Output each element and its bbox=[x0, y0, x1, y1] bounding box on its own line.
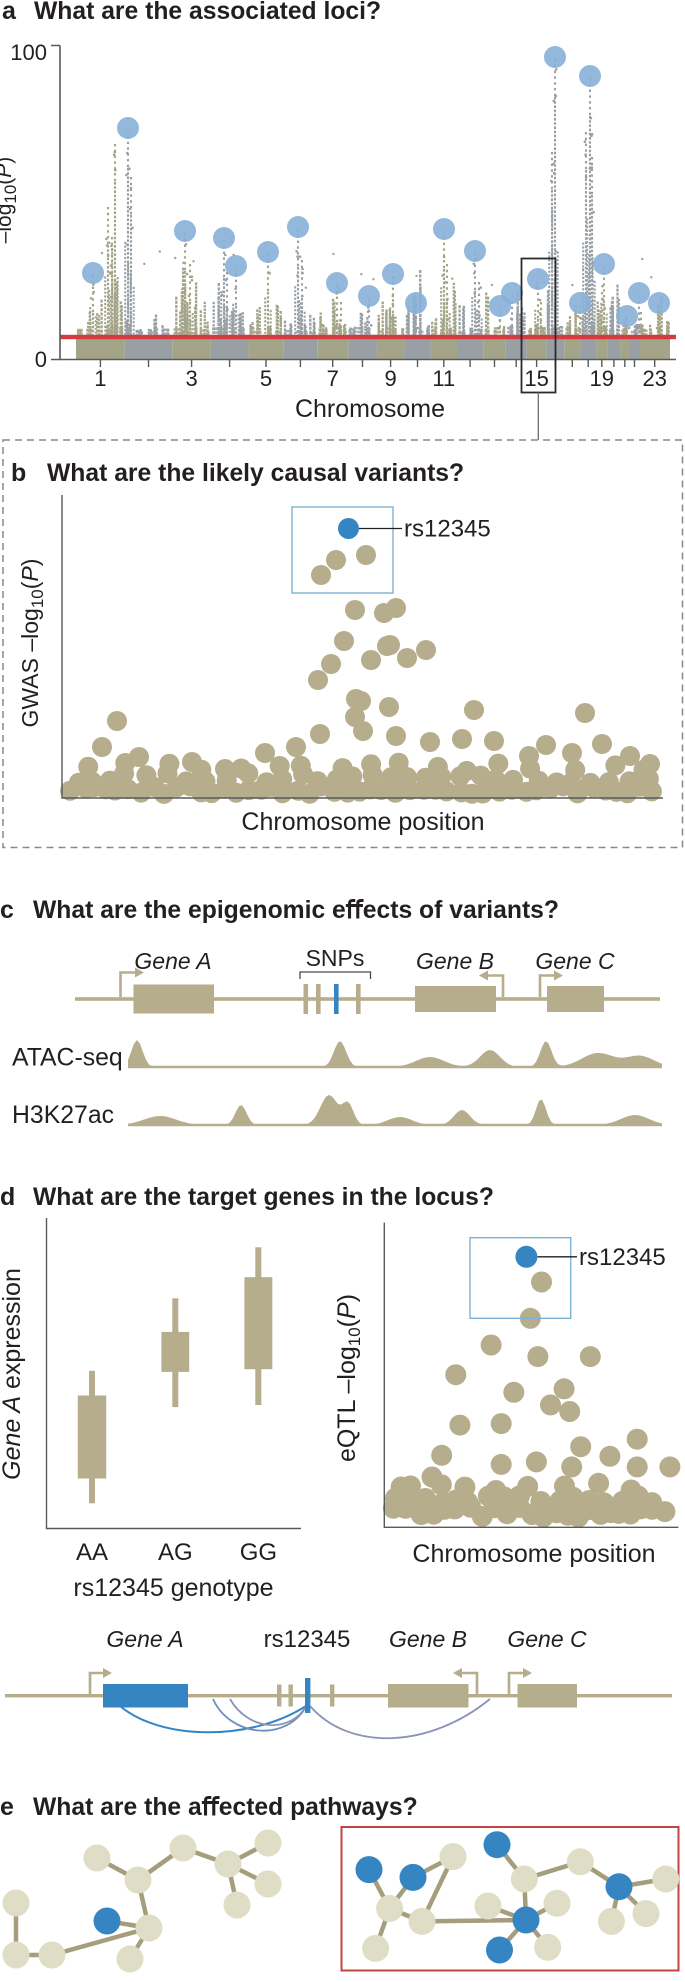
svg-text:19: 19 bbox=[590, 366, 614, 391]
svg-text:c: c bbox=[0, 896, 14, 924]
svg-text:What are the target genes in t: What are the target genes in the locus? bbox=[33, 1184, 494, 1211]
svg-text:Gene C: Gene C bbox=[507, 1626, 587, 1652]
svg-text:0: 0 bbox=[35, 347, 47, 372]
svg-text:–log10(P): –log10(P) bbox=[0, 157, 20, 244]
svg-text:AG: AG bbox=[158, 1539, 193, 1566]
svg-text:Gene A: Gene A bbox=[134, 948, 211, 974]
svg-text:GG: GG bbox=[240, 1539, 277, 1566]
svg-text:What are the epigenomic eﬀects: What are the epigenomic eﬀects of varian… bbox=[33, 897, 559, 924]
svg-text:What are the likely causal var: What are the likely causal variants? bbox=[47, 460, 464, 487]
svg-text:Chromosome: Chromosome bbox=[295, 395, 445, 423]
svg-text:What are the associated loci?: What are the associated loci? bbox=[34, 0, 381, 25]
svg-text:Chromosome position: Chromosome position bbox=[412, 1540, 655, 1568]
svg-text:23: 23 bbox=[642, 366, 666, 391]
svg-text:15: 15 bbox=[524, 366, 548, 391]
svg-text:a: a bbox=[2, 0, 17, 25]
svg-text:Gene B: Gene B bbox=[389, 1626, 467, 1652]
svg-text:SNPs: SNPs bbox=[306, 945, 365, 971]
svg-text:What are the aﬀected pathways?: What are the aﬀected pathways? bbox=[33, 1794, 418, 1821]
svg-text:rs12345: rs12345 bbox=[404, 516, 491, 543]
svg-text:Chromosome position: Chromosome position bbox=[241, 808, 484, 836]
svg-text:H3K27ac: H3K27ac bbox=[12, 1102, 114, 1129]
svg-text:Gene A: Gene A bbox=[106, 1626, 183, 1652]
svg-text:9: 9 bbox=[384, 366, 396, 391]
svg-text:b: b bbox=[11, 459, 26, 487]
svg-text:Gene A expression: Gene A expression bbox=[0, 1268, 26, 1480]
svg-text:7: 7 bbox=[327, 366, 339, 391]
svg-text:rs12345: rs12345 bbox=[264, 1626, 351, 1653]
svg-text:Gene C: Gene C bbox=[535, 948, 615, 974]
svg-text:1: 1 bbox=[94, 366, 106, 391]
svg-text:d: d bbox=[0, 1183, 15, 1211]
svg-text:11: 11 bbox=[432, 366, 455, 391]
svg-text:rs12345 genotype: rs12345 genotype bbox=[73, 1574, 273, 1602]
svg-text:Gene B: Gene B bbox=[416, 948, 494, 974]
svg-text:GWAS –log10(P): GWAS –log10(P) bbox=[17, 559, 47, 728]
svg-text:eQTL –log10(P): eQTL –log10(P) bbox=[333, 1294, 364, 1462]
svg-text:AA: AA bbox=[76, 1539, 108, 1566]
svg-text:e: e bbox=[0, 1793, 14, 1821]
svg-text:rs12345: rs12345 bbox=[579, 1244, 666, 1271]
svg-text:3: 3 bbox=[185, 366, 197, 391]
svg-text:ATAC-seq: ATAC-seq bbox=[12, 1045, 123, 1072]
svg-text:100: 100 bbox=[10, 40, 47, 65]
svg-text:5: 5 bbox=[260, 366, 272, 391]
